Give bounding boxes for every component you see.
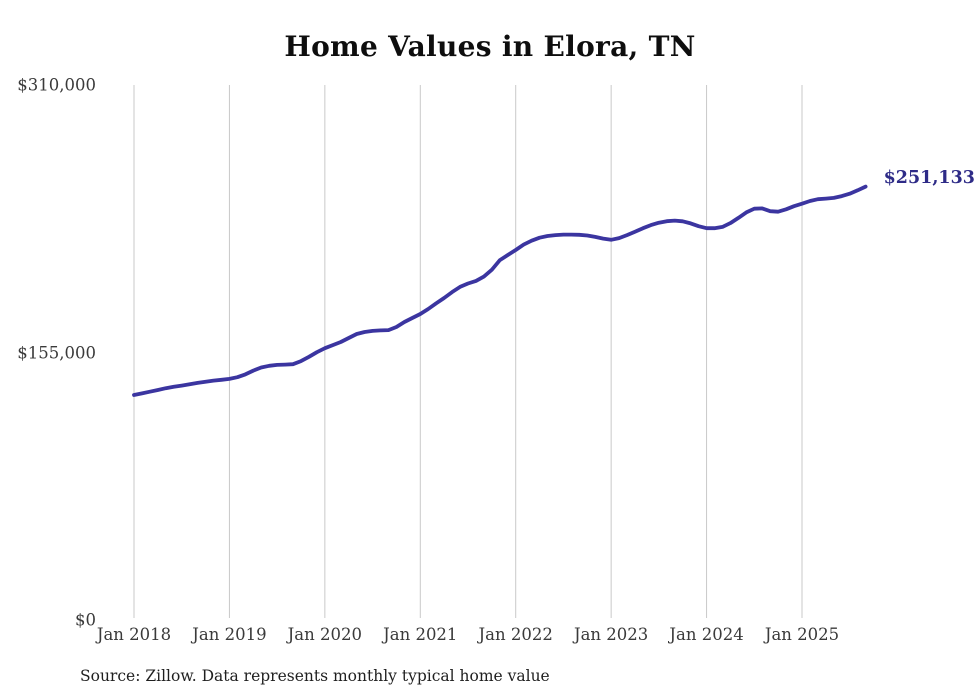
final-value-label: $251,133 — [883, 167, 975, 188]
home-value-line — [132, 184, 868, 397]
x-tick-label: Jan 2018 — [96, 625, 172, 644]
y-tick-label: $155,000 — [17, 343, 96, 362]
x-tick-label: Jan 2022 — [478, 625, 553, 644]
x-tick-label: Jan 2020 — [287, 625, 363, 644]
y-tick-label: $310,000 — [17, 75, 96, 95]
x-tick-label: Jan 2025 — [764, 625, 840, 644]
x-tick-label: Jan 2019 — [192, 625, 267, 644]
y-tick-label: $0 — [75, 610, 96, 630]
x-tick-label: Jan 2024 — [669, 625, 744, 644]
x-tick-label: Jan 2021 — [383, 625, 458, 644]
gridlines-group — [133, 85, 803, 618]
x-tick-label: Jan 2023 — [573, 625, 649, 644]
source-note: Source: Zillow. Data represents monthly … — [80, 667, 550, 685]
chart-title: Home Values in Elora, TN — [284, 30, 696, 63]
